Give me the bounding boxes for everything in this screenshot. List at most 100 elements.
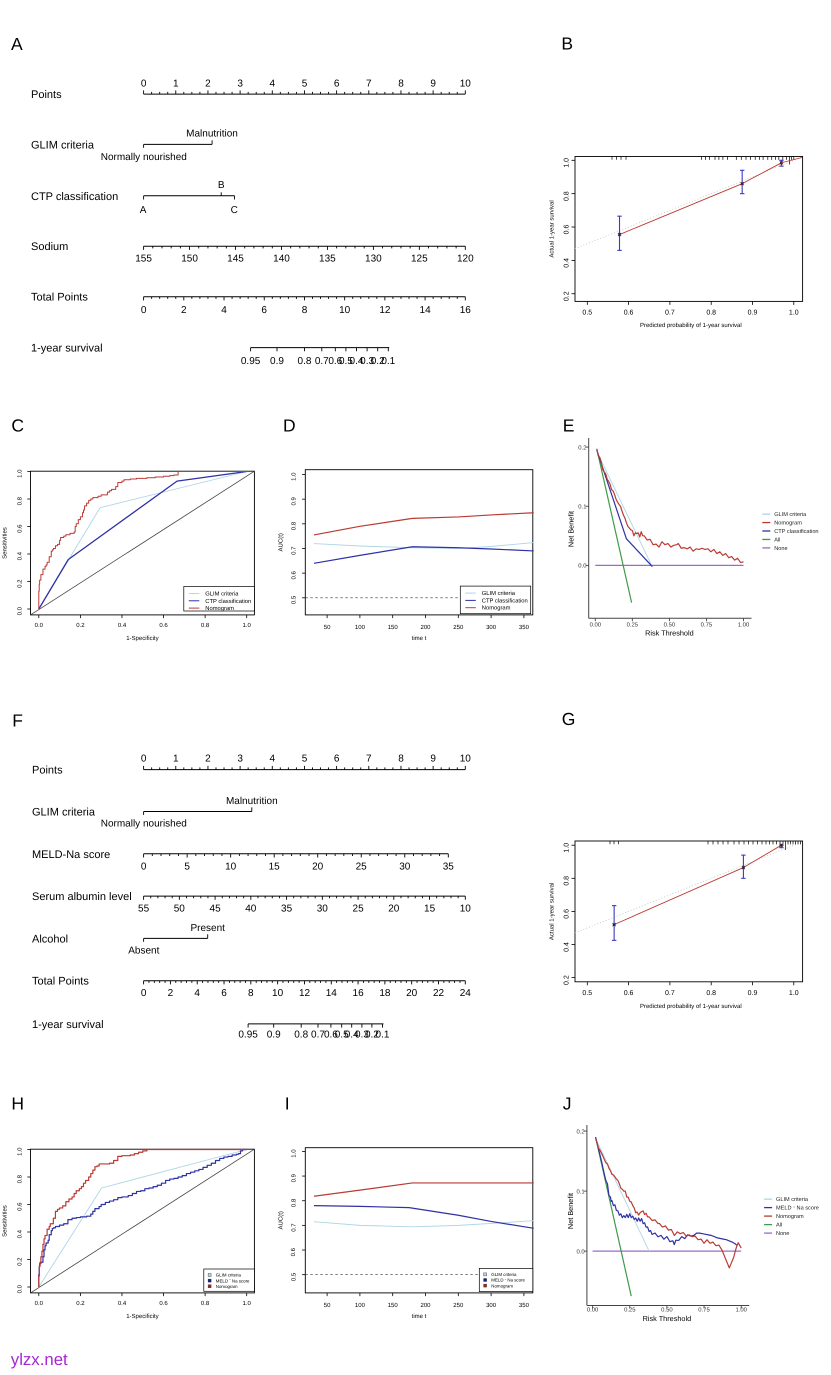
svg-text:30: 30	[399, 861, 411, 872]
svg-text:0.25: 0.25	[627, 621, 639, 628]
svg-text:Alcohol: Alcohol	[32, 933, 68, 945]
svg-text:250: 250	[453, 1302, 464, 1309]
svg-text:4: 4	[221, 305, 227, 316]
svg-text:1.00: 1.00	[738, 621, 750, 628]
svg-text:0: 0	[141, 305, 147, 316]
svg-text:5: 5	[302, 754, 308, 765]
svg-text:20: 20	[388, 904, 400, 915]
svg-text:Serum albumin level: Serum albumin level	[32, 891, 132, 903]
svg-text:0.0: 0.0	[576, 1248, 585, 1255]
svg-text:C: C	[231, 205, 238, 216]
svg-text:0.75: 0.75	[701, 621, 713, 628]
svg-text:0.50: 0.50	[661, 1307, 673, 1314]
svg-text:4: 4	[194, 988, 200, 999]
svg-text:Net Benefit: Net Benefit	[566, 1193, 575, 1229]
svg-text:GLIM criteria: GLIM criteria	[32, 807, 96, 819]
svg-text:0.4: 0.4	[345, 1030, 359, 1041]
svg-text:7: 7	[366, 79, 372, 90]
svg-text:Nomogram: Nomogram	[482, 606, 511, 612]
svg-text:1.00: 1.00	[735, 1307, 747, 1314]
svg-text:0.8: 0.8	[706, 990, 716, 997]
svg-text:150: 150	[181, 254, 198, 265]
svg-text:200: 200	[420, 624, 431, 631]
svg-text:0.0: 0.0	[35, 1300, 44, 1307]
svg-text:GLIM criteria: GLIM criteria	[205, 591, 239, 598]
svg-text:0.5: 0.5	[339, 356, 353, 367]
svg-text:0.8: 0.8	[294, 1030, 308, 1041]
svg-text:0.4: 0.4	[564, 258, 571, 268]
svg-text:Actual 1-year survival: Actual 1-year survival	[549, 883, 556, 940]
svg-text:Points: Points	[31, 89, 62, 101]
svg-text:22: 22	[433, 988, 445, 999]
svg-text:8: 8	[398, 79, 404, 90]
svg-text:0.8: 0.8	[16, 1174, 23, 1183]
svg-text:0.4: 0.4	[118, 622, 127, 629]
svg-text:150: 150	[388, 1302, 399, 1309]
svg-text:time t: time t	[412, 1313, 427, 1320]
svg-text:30: 30	[317, 904, 329, 915]
svg-text:2: 2	[205, 79, 211, 90]
svg-text:5: 5	[184, 861, 190, 872]
svg-text:100: 100	[355, 624, 366, 631]
svg-text:6: 6	[261, 305, 267, 316]
svg-text:0.00: 0.00	[587, 1307, 599, 1314]
svg-text:Nomogram: Nomogram	[491, 1283, 513, 1288]
svg-text:1: 1	[173, 754, 179, 765]
svg-text:10: 10	[339, 305, 351, 316]
svg-text:0.9: 0.9	[290, 1173, 297, 1182]
svg-text:Risk Threshold: Risk Threshold	[643, 1314, 692, 1323]
svg-text:16: 16	[460, 305, 472, 316]
svg-text:12: 12	[299, 988, 311, 999]
svg-text:A: A	[11, 34, 23, 54]
svg-text:0.6: 0.6	[624, 990, 634, 997]
svg-text:0.9: 0.9	[270, 356, 284, 367]
svg-text:350: 350	[519, 624, 530, 631]
svg-text:1.0: 1.0	[16, 1147, 23, 1156]
svg-text:10: 10	[225, 861, 237, 872]
svg-text:0.6: 0.6	[16, 1202, 23, 1211]
svg-text:GLIM criteria: GLIM criteria	[491, 1272, 517, 1277]
svg-text:20: 20	[312, 861, 324, 872]
svg-text:1.0: 1.0	[290, 1149, 297, 1158]
svg-text:10: 10	[272, 988, 284, 999]
svg-text:0.4: 0.4	[564, 942, 571, 952]
svg-text:All: All	[776, 1222, 782, 1229]
svg-text:Predicted probability of 1-yea: Predicted probability of 1-year survival	[640, 1003, 742, 1010]
svg-text:Risk Threshold: Risk Threshold	[645, 628, 694, 637]
svg-text:GLIM criteria: GLIM criteria	[216, 1273, 242, 1278]
svg-text:0.8: 0.8	[201, 622, 210, 629]
svg-text:0.0: 0.0	[578, 563, 587, 570]
svg-text:0.2: 0.2	[371, 356, 385, 367]
svg-text:140: 140	[273, 254, 290, 265]
svg-text:9: 9	[430, 754, 436, 765]
svg-text:None: None	[776, 1231, 789, 1237]
svg-text:50: 50	[174, 904, 186, 915]
svg-text:15: 15	[269, 861, 281, 872]
svg-text:0.2: 0.2	[76, 622, 85, 629]
svg-text:GLIM criteria: GLIM criteria	[31, 139, 95, 151]
svg-text:1.0: 1.0	[564, 158, 571, 168]
svg-text:0.0: 0.0	[35, 622, 44, 629]
svg-text:6: 6	[334, 79, 340, 90]
svg-text:14: 14	[326, 988, 338, 999]
svg-text:0.1: 0.1	[381, 356, 395, 367]
svg-text:0.9: 0.9	[290, 497, 297, 506]
svg-text:F: F	[12, 711, 23, 731]
svg-text:0.6: 0.6	[290, 1247, 297, 1256]
svg-text:Normally nourished: Normally nourished	[101, 818, 187, 829]
svg-text:0.6: 0.6	[563, 225, 570, 235]
svg-text:0.1: 0.1	[376, 1030, 390, 1041]
svg-text:Sensitivities: Sensitivities	[2, 1205, 9, 1237]
svg-text:24: 24	[460, 988, 472, 999]
svg-text:1.0: 1.0	[789, 310, 799, 317]
svg-text:Present: Present	[190, 923, 225, 934]
svg-text:CTP classification: CTP classification	[774, 528, 818, 535]
svg-text:0.5: 0.5	[290, 595, 297, 604]
svg-text:8: 8	[302, 305, 308, 316]
svg-text:Absent: Absent	[128, 945, 159, 956]
svg-text:9: 9	[430, 79, 436, 90]
svg-text:1.0: 1.0	[564, 843, 571, 853]
svg-text:2: 2	[205, 754, 211, 765]
svg-text:0.5: 0.5	[582, 990, 592, 997]
svg-text:Malnutrition: Malnutrition	[186, 129, 238, 140]
